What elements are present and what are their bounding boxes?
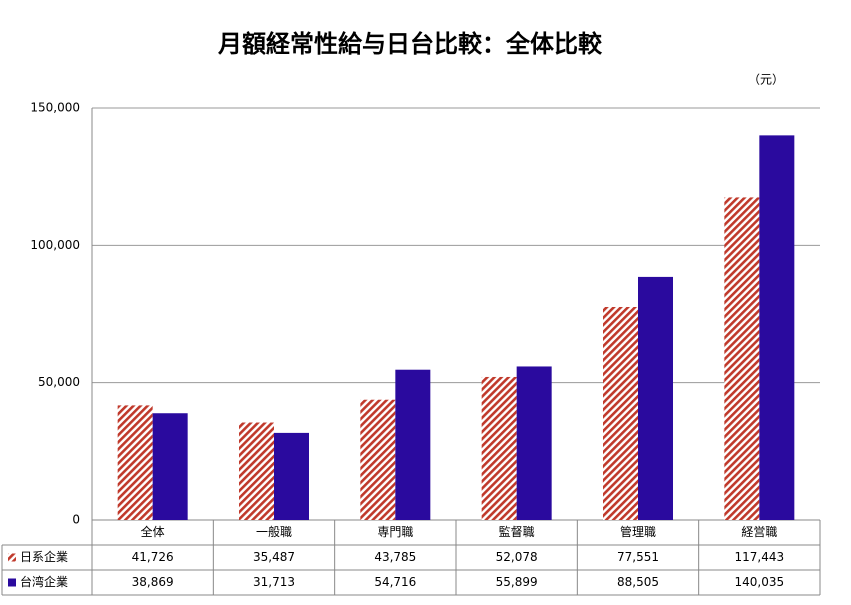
table-value: 41,726: [132, 550, 174, 564]
legend-swatch: [8, 553, 16, 562]
table-value: 35,487: [253, 550, 295, 564]
legend-swatch: [8, 578, 16, 587]
bar: [239, 422, 274, 520]
y-tick-label: 150,000: [30, 101, 80, 115]
y-tick-label: 50,000: [38, 375, 80, 389]
x-tick-label: 経営職: [741, 525, 777, 539]
legend-label: 日系企業: [20, 549, 68, 564]
table-value: 31,713: [253, 575, 295, 589]
table-value: 140,035: [735, 575, 785, 589]
bar: [152, 413, 188, 520]
y-tick-label: 0: [72, 513, 80, 527]
y-tick-label: 100,000: [30, 238, 80, 252]
x-tick-label: 一般職: [256, 524, 292, 539]
table-value: 117,443: [735, 550, 785, 564]
table-value: 77,551: [617, 550, 659, 564]
table-value: 43,785: [374, 550, 416, 564]
bar: [117, 405, 153, 520]
unit-label: （元）: [748, 73, 784, 87]
bar: [395, 369, 431, 520]
bar: [638, 276, 673, 520]
bar: [603, 306, 638, 520]
x-tick-label: 全体: [141, 524, 165, 539]
bar: [360, 399, 396, 520]
table-value: 88,505: [617, 575, 659, 589]
x-tick-label: 監督職: [499, 524, 535, 539]
table-value: 38,869: [132, 575, 174, 589]
x-tick-label: 専門職: [377, 525, 413, 539]
legend-label: 台湾企業: [20, 574, 68, 589]
table-value: 54,716: [374, 575, 416, 589]
table-value: 52,078: [496, 550, 538, 564]
bar: [274, 432, 309, 520]
bar: [516, 366, 552, 520]
bar: [481, 376, 517, 520]
x-tick-label: 管理職: [620, 524, 656, 539]
bar: [724, 197, 760, 521]
bar: [759, 135, 795, 520]
chart-title: 月額経常性給与日台比較：全体比較: [217, 30, 603, 58]
table-value: 55,899: [496, 575, 538, 589]
